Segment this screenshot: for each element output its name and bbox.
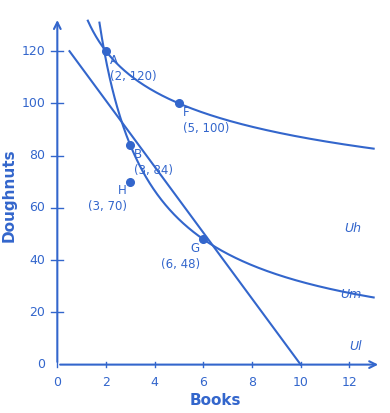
Text: 4: 4 <box>151 376 159 389</box>
Text: Uh: Uh <box>344 222 362 235</box>
Text: 2: 2 <box>102 376 110 389</box>
Text: 6: 6 <box>199 376 207 389</box>
Text: 120: 120 <box>21 45 45 58</box>
Text: F
(5, 100): F (5, 100) <box>183 106 229 135</box>
Text: A
(2, 120): A (2, 120) <box>110 54 156 83</box>
Text: H
(3, 70): H (3, 70) <box>88 184 127 214</box>
Text: 8: 8 <box>248 376 256 389</box>
Text: Doughnuts: Doughnuts <box>1 148 16 242</box>
Text: Um: Um <box>340 287 362 301</box>
Text: 20: 20 <box>29 306 45 319</box>
Text: 0: 0 <box>37 358 45 371</box>
Text: B
(3, 84): B (3, 84) <box>134 148 173 177</box>
Text: 100: 100 <box>21 97 45 110</box>
Text: 60: 60 <box>29 202 45 214</box>
Text: 40: 40 <box>29 254 45 267</box>
Text: 12: 12 <box>342 376 357 389</box>
Text: 0: 0 <box>53 376 61 389</box>
Text: G
(6, 48): G (6, 48) <box>161 242 200 271</box>
Text: 10: 10 <box>293 376 308 389</box>
Text: 80: 80 <box>29 149 45 162</box>
Text: Ul: Ul <box>349 340 362 353</box>
Text: Books: Books <box>190 393 241 408</box>
